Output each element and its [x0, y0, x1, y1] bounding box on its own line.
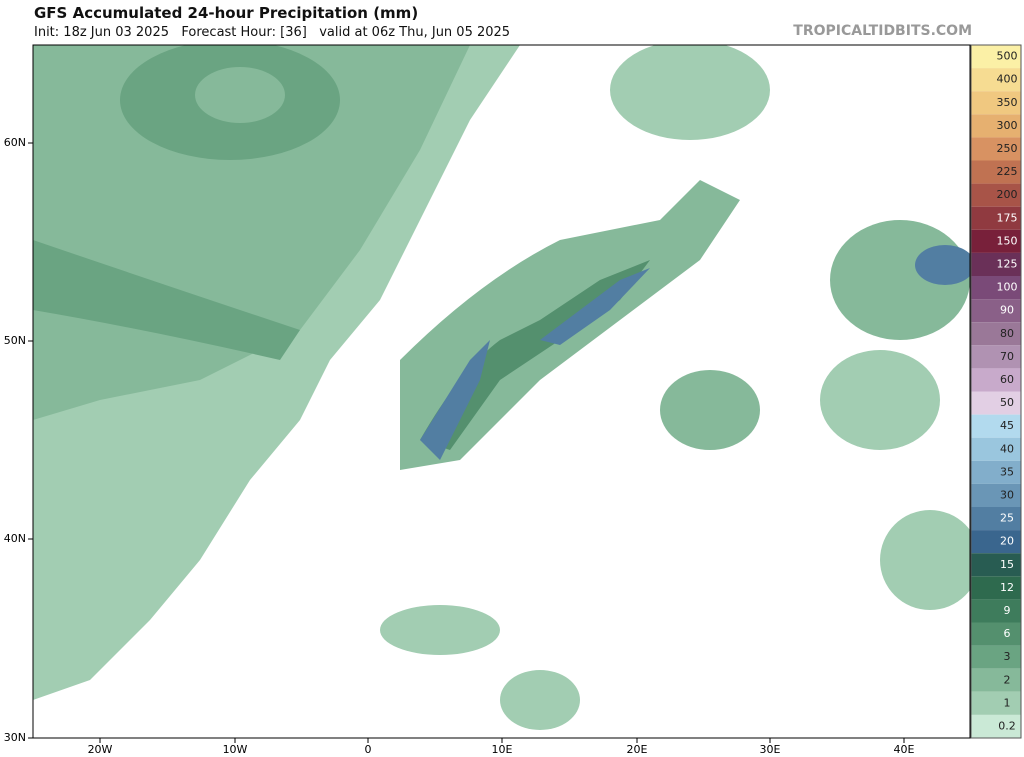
colorbar-cell: [971, 530, 1021, 554]
colorbar-label: 1: [1004, 696, 1011, 709]
colorbar-label: 60: [1000, 373, 1014, 386]
colorbar-cell: [971, 345, 1021, 369]
colorbar-cell: [971, 622, 1021, 646]
colorbar-cell: [971, 183, 1021, 207]
colorbar-cell: [971, 483, 1021, 507]
colorbar-cell: [971, 437, 1021, 461]
lon-label: 0: [365, 743, 372, 756]
colorbar-label: 25: [1000, 512, 1014, 525]
colorbar-label: 125: [997, 257, 1018, 270]
colorbar-frame: [970, 44, 1022, 739]
lat-label: 30N: [4, 731, 26, 744]
colorbar-label: 3: [1004, 650, 1011, 663]
colorbar-label: 200: [997, 188, 1018, 201]
lat-label: 50N: [4, 334, 26, 347]
lon-label: 20W: [88, 743, 113, 756]
lon-label: 30E: [760, 743, 781, 756]
colorbar-label: 100: [997, 281, 1018, 294]
colorbar-label: 400: [997, 73, 1018, 86]
colorbar-cell: [971, 91, 1021, 115]
colorbar-label: 40: [1000, 442, 1014, 455]
colorbar-cell: [971, 45, 1021, 69]
colorbar-label: 150: [997, 234, 1018, 247]
source: TROPICALTIDBITS.COM: [793, 23, 972, 39]
colorbar-label: 6: [1004, 627, 1011, 640]
colorbar-cell: [971, 414, 1021, 438]
lat-label: 40N: [4, 532, 26, 545]
colorbar-label: 12: [1000, 581, 1014, 594]
colorbar-label: 35: [1000, 465, 1014, 478]
colorbar-label: 20: [1000, 535, 1014, 548]
colorbar-cell: [971, 276, 1021, 300]
lon-label: 10E: [492, 743, 513, 756]
colorbar-cell: [971, 299, 1021, 323]
colorbar-cell: [971, 137, 1021, 161]
colorbar-cell: [971, 691, 1021, 715]
subtitle: Init: 18z Jun 03 2025 Forecast Hour: [36…: [34, 25, 511, 40]
colorbar-cell: [971, 322, 1021, 346]
title: GFS Accumulated 24-hour Precipitation (m…: [34, 4, 419, 22]
colorbar-label: 90: [1000, 304, 1014, 317]
colorbar-label: 250: [997, 142, 1018, 155]
colorbar-cell: [971, 460, 1021, 484]
colorbar-cell: [971, 391, 1021, 415]
colorbar-label: 350: [997, 96, 1018, 109]
colorbar-cell: [971, 229, 1021, 253]
colorbar-cell: [971, 160, 1021, 184]
colorbar-cell: [971, 507, 1021, 531]
colorbar-label: 300: [997, 119, 1018, 132]
colorbar-label: 80: [1000, 327, 1014, 340]
colorbar-cell: [971, 714, 1021, 738]
colorbar-label: 0.2: [998, 719, 1016, 732]
colorbar-cell: [971, 668, 1021, 692]
colorbar-label: 45: [1000, 419, 1014, 432]
colorbar-cell: [971, 645, 1021, 669]
lon-label: 20E: [627, 743, 648, 756]
colorbar-cell: [971, 206, 1021, 230]
colorbar-label: 500: [997, 50, 1018, 63]
colorbar-label: 175: [997, 211, 1018, 224]
colorbar-label: 50: [1000, 396, 1014, 409]
colorbar-label: 9: [1004, 604, 1011, 617]
colorbar-cell: [971, 114, 1021, 138]
lat-label: 60N: [4, 136, 26, 149]
colorbar-cell: [971, 252, 1021, 276]
lon-label: 10W: [223, 743, 248, 756]
colorbar-cell: [971, 599, 1021, 623]
colorbar-cell: [971, 576, 1021, 600]
colorbar-label: 70: [1000, 350, 1014, 363]
colorbar-label: 2: [1004, 673, 1011, 686]
precip-field: [33, 45, 970, 738]
colorbar-cell: [971, 68, 1021, 92]
colorbar-cell: [971, 368, 1021, 392]
colorbar-label: 225: [997, 165, 1018, 178]
colorbar-label: 30: [1000, 488, 1014, 501]
colorbar-cell: [971, 553, 1021, 577]
colorbar-label: 15: [1000, 558, 1014, 571]
lon-label: 40E: [894, 743, 915, 756]
